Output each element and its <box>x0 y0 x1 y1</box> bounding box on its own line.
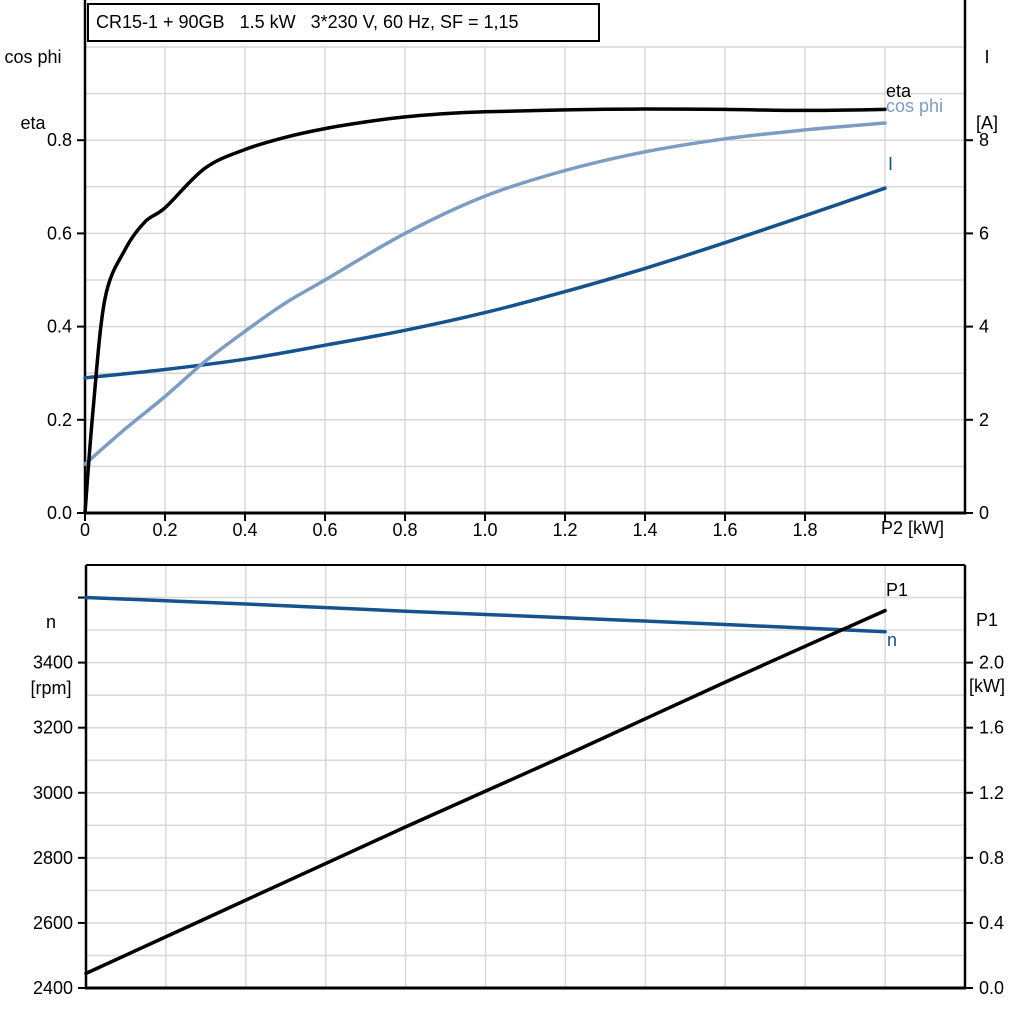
tick-label: 1.2 <box>552 520 577 540</box>
tick-label: 0 <box>979 503 989 523</box>
axis-title-current-unit: [A] <box>975 113 998 133</box>
tick-label: 0.2 <box>152 520 177 540</box>
tick-label: 0.0 <box>47 503 72 523</box>
top-left-axis-title: cos phi eta <box>4 2 62 178</box>
axis-title-cos-phi: cos phi <box>4 47 62 67</box>
bottom-left-axis-title: n [rpm] <box>22 567 80 743</box>
tick-label: 0.4 <box>979 913 1004 933</box>
curve-label-cos-phi: cos phi <box>886 96 944 116</box>
curve-label-n: n <box>887 630 898 650</box>
x-axis-title-p2: P2 [kW] <box>881 518 945 538</box>
tick-label: 0.0 <box>979 978 1004 998</box>
curve-P1 <box>84 608 887 976</box>
axis-title-p1: P1 <box>975 610 999 630</box>
curve-label-current: I <box>888 154 894 174</box>
axis-title-n-unit: [rpm] <box>30 678 72 698</box>
top-chart: 0 0.2 0.4 0.6 0.8 1.0 1.2 1.4 1.6 1.8 0.0 0.2 0.4 0.6… <box>47 0 989 540</box>
tick-label: 1.6 <box>979 718 1004 738</box>
curve-n <box>84 595 887 634</box>
tick-label: 2400 <box>33 978 73 998</box>
chart-title-box: CR15-1 + 90GB 1.5 kW 3*230 V, 60 Hz, SF … <box>87 3 600 42</box>
tick-label: 0.4 <box>232 520 257 540</box>
top-right-axis-title: I [A] <box>964 2 1010 178</box>
tick-label: 1.8 <box>792 520 817 540</box>
tick-label: 6 <box>979 223 989 243</box>
tick-label: 1.4 <box>632 520 657 540</box>
tick-label: 1.2 <box>979 783 1004 803</box>
curve-I <box>83 186 887 380</box>
tick-label: 0.8 <box>392 520 417 540</box>
bottom-right-axis-title: P1 [kW] <box>960 565 1014 741</box>
tick-label: 3200 <box>33 718 73 738</box>
axis-title-current: I <box>984 47 990 67</box>
tick-label: 0.6 <box>47 223 72 243</box>
curve-cos-phi <box>83 121 887 466</box>
curve-label-p1: P1 <box>886 580 909 600</box>
tick-label: 2800 <box>33 848 73 868</box>
tick-label: 0.6 <box>312 520 337 540</box>
tick-label: 4 <box>979 317 989 337</box>
axis-title-p1-unit: [kW] <box>969 676 1005 696</box>
tick-label: 2600 <box>33 913 73 933</box>
tick-label: 2.0 <box>979 653 1004 673</box>
axis-title-eta: eta <box>20 113 46 133</box>
tick-label: 0.8 <box>47 130 72 150</box>
curve-label-eta: eta <box>886 81 912 101</box>
tick-label: 3000 <box>33 783 73 803</box>
chart-title: CR15-1 + 90GB 1.5 kW 3*230 V, 60 Hz, SF … <box>96 12 519 32</box>
tick-label: 2 <box>979 410 989 430</box>
tick-label: 0.4 <box>47 317 72 337</box>
tick-label: 8 <box>979 130 989 150</box>
tick-label: 0 <box>80 520 90 540</box>
tick-label: 3400 <box>33 653 73 673</box>
curve-eta <box>83 107 887 515</box>
axis-title-n: n <box>45 612 56 632</box>
tick-label: 1.0 <box>472 520 497 540</box>
bottom-chart: 2400 2600 2800 3000 3200 3400 0.0 0.4 0.8 1.2 1.6 2… <box>33 564 1004 998</box>
tick-label: 0.8 <box>979 848 1004 868</box>
tick-label: 0.2 <box>47 410 72 430</box>
tick-label: 1.6 <box>712 520 737 540</box>
